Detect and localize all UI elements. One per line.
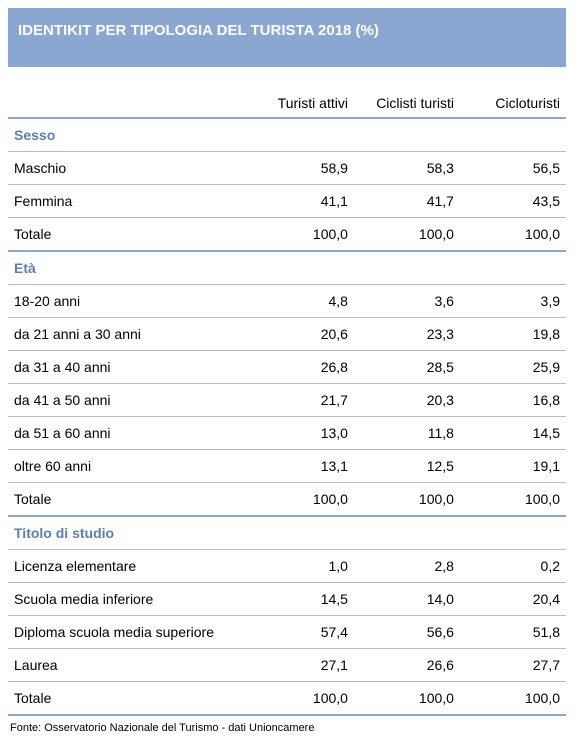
row-label: Scuola media inferiore	[8, 583, 248, 616]
cell-value: 100,0	[248, 218, 354, 252]
cell-value: 100,0	[354, 483, 460, 517]
cell-value: 51,8	[460, 616, 566, 649]
row-label: Maschio	[8, 152, 248, 185]
table-row: oltre 60 anni13,112,519,1	[8, 450, 566, 483]
cell-value: 25,9	[460, 351, 566, 384]
cell-value: 19,8	[460, 318, 566, 351]
page-title: IDENTIKIT PER TIPOLOGIA DEL TURISTA 2018…	[18, 22, 379, 39]
row-label: da 21 anni a 30 anni	[8, 318, 248, 351]
cell-value: 23,3	[354, 318, 460, 351]
row-label: Femmina	[8, 185, 248, 218]
cell-value: 20,6	[248, 318, 354, 351]
cell-value: 100,0	[460, 483, 566, 517]
cell-value: 14,5	[248, 583, 354, 616]
cell-value: 11,8	[354, 417, 460, 450]
cell-value: 41,7	[354, 185, 460, 218]
cell-value: 14,0	[354, 583, 460, 616]
column-header-empty	[8, 67, 248, 118]
row-label: Totale	[8, 218, 248, 252]
table-row: Maschio58,958,356,5	[8, 152, 566, 185]
cell-value: 13,0	[248, 417, 354, 450]
cell-value: 56,6	[354, 616, 460, 649]
cell-value: 26,8	[248, 351, 354, 384]
section-header-row: Titolo di studio	[8, 516, 566, 550]
cell-value: 27,7	[460, 649, 566, 682]
source-note: Fonte: Osservatorio Nazionale del Turism…	[8, 716, 566, 740]
cell-value: 16,8	[460, 384, 566, 417]
total-row: Totale100,0100,0100,0	[8, 218, 566, 252]
table-row: da 21 anni a 30 anni20,623,319,8	[8, 318, 566, 351]
table-row: 18-20 anni4,83,63,9	[8, 285, 566, 318]
cell-value: 100,0	[248, 682, 354, 716]
cell-value: 1,0	[248, 550, 354, 583]
cell-value: 0,2	[460, 550, 566, 583]
table-row: Licenza elementare1,02,80,2	[8, 550, 566, 583]
table-body: SessoMaschio58,958,356,5Femmina41,141,74…	[8, 118, 566, 715]
cell-value: 100,0	[354, 218, 460, 252]
cell-value: 2,8	[354, 550, 460, 583]
section-header: Titolo di studio	[8, 516, 566, 550]
cell-value: 100,0	[460, 218, 566, 252]
cell-value: 4,8	[248, 285, 354, 318]
cell-value: 20,4	[460, 583, 566, 616]
cell-value: 14,5	[460, 417, 566, 450]
row-label: Totale	[8, 483, 248, 517]
row-label: 18-20 anni	[8, 285, 248, 318]
cell-value: 100,0	[248, 483, 354, 517]
table-row: da 31 a 40 anni26,828,525,9	[8, 351, 566, 384]
cell-value: 3,9	[460, 285, 566, 318]
table-container: IDENTIKIT PER TIPOLOGIA DEL TURISTA 2018…	[8, 8, 566, 740]
cell-value: 41,1	[248, 185, 354, 218]
cell-value: 13,1	[248, 450, 354, 483]
data-table: Turisti attivi Ciclisti turisti Ciclotur…	[8, 67, 566, 716]
row-label: Totale	[8, 682, 248, 716]
row-label: da 41 a 50 anni	[8, 384, 248, 417]
cell-value: 12,5	[354, 450, 460, 483]
section-header: Età	[8, 251, 566, 285]
cell-value: 21,7	[248, 384, 354, 417]
row-label: Licenza elementare	[8, 550, 248, 583]
column-header: Cicloturisti	[460, 67, 566, 118]
table-row: Diploma scuola media superiore57,456,651…	[8, 616, 566, 649]
row-label: da 31 a 40 anni	[8, 351, 248, 384]
total-row: Totale100,0100,0100,0	[8, 682, 566, 716]
column-header: Turisti attivi	[248, 67, 354, 118]
cell-value: 27,1	[248, 649, 354, 682]
cell-value: 26,6	[354, 649, 460, 682]
row-label: Diploma scuola media superiore	[8, 616, 248, 649]
cell-value: 57,4	[248, 616, 354, 649]
column-header: Ciclisti turisti	[354, 67, 460, 118]
cell-value: 58,9	[248, 152, 354, 185]
row-label: Laurea	[8, 649, 248, 682]
cell-value: 20,3	[354, 384, 460, 417]
title-bar: IDENTIKIT PER TIPOLOGIA DEL TURISTA 2018…	[8, 8, 566, 67]
section-header: Sesso	[8, 118, 566, 152]
table-row: Scuola media inferiore14,514,020,4	[8, 583, 566, 616]
cell-value: 58,3	[354, 152, 460, 185]
cell-value: 3,6	[354, 285, 460, 318]
cell-value: 100,0	[354, 682, 460, 716]
row-label: da 51 a 60 anni	[8, 417, 248, 450]
section-header-row: Età	[8, 251, 566, 285]
table-row: da 51 a 60 anni13,011,814,5	[8, 417, 566, 450]
table-row: Femmina41,141,743,5	[8, 185, 566, 218]
table-row: da 41 a 50 anni21,720,316,8	[8, 384, 566, 417]
cell-value: 43,5	[460, 185, 566, 218]
cell-value: 56,5	[460, 152, 566, 185]
cell-value: 100,0	[460, 682, 566, 716]
column-header-row: Turisti attivi Ciclisti turisti Ciclotur…	[8, 67, 566, 118]
row-label: oltre 60 anni	[8, 450, 248, 483]
total-row: Totale100,0100,0100,0	[8, 483, 566, 517]
cell-value: 19,1	[460, 450, 566, 483]
table-row: Laurea27,126,627,7	[8, 649, 566, 682]
cell-value: 28,5	[354, 351, 460, 384]
section-header-row: Sesso	[8, 118, 566, 152]
